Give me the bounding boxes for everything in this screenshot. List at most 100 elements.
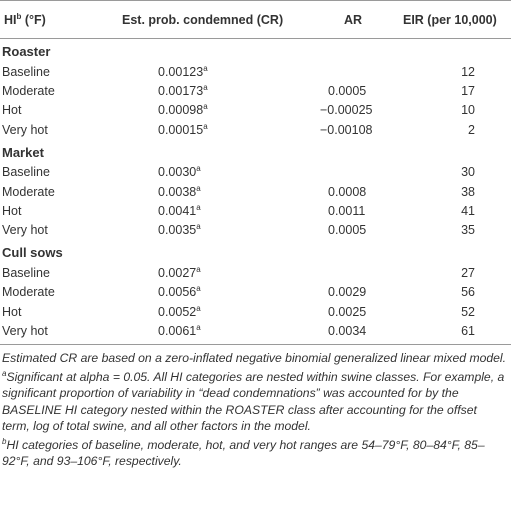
cr-value: 0.0027 bbox=[158, 265, 197, 280]
cr-cell: 0.0061a bbox=[110, 321, 292, 345]
cr-value: 0.0061 bbox=[158, 323, 197, 338]
table-row: Hot 0.00098a −0.00025 10 bbox=[0, 101, 511, 120]
cr-cell: 0.0035a bbox=[110, 221, 292, 240]
significance-marker: a bbox=[196, 203, 201, 213]
cr-cell: 0.0056a bbox=[110, 283, 292, 302]
group-row: Market bbox=[0, 140, 511, 163]
hi-category-cell: Moderate bbox=[2, 184, 55, 199]
table-row: Moderate 0.0056a 0.0029 56 bbox=[0, 283, 511, 302]
significance-marker: a bbox=[203, 63, 208, 73]
eir-cell: 27 bbox=[461, 265, 475, 280]
eir-cell: 30 bbox=[461, 165, 475, 180]
significance-marker: a bbox=[196, 264, 201, 274]
group-label: Market bbox=[2, 144, 44, 160]
group-label: Cull sows bbox=[2, 245, 63, 261]
table-body: Roaster Baseline 0.00123a 12 Moderate 0.00173… bbox=[0, 39, 511, 345]
footnote-a: aSignificant at alpha = 0.05. All HI cat… bbox=[2, 369, 505, 433]
hi-category-cell: Moderate bbox=[2, 84, 55, 99]
cr-value: 0.00015 bbox=[158, 122, 204, 137]
hi-category-cell: Baseline bbox=[2, 64, 50, 79]
eir-cell: 38 bbox=[461, 184, 475, 199]
cr-value: 0.00098 bbox=[158, 103, 204, 118]
significance-marker: a bbox=[203, 83, 208, 93]
cr-value: 0.0030 bbox=[158, 165, 197, 180]
cr-cell: 0.0038a bbox=[110, 182, 292, 201]
significance-marker: a bbox=[196, 183, 201, 193]
cr-value: 0.0052 bbox=[158, 304, 197, 319]
table-row: Very hot 0.0035a 0.0005 35 bbox=[0, 221, 511, 240]
header-eir: EIR (per 10,000) bbox=[395, 0, 511, 39]
table-row: Very hot 0.0061a 0.0034 61 bbox=[0, 321, 511, 345]
footnote-b: bHI categories of baseline, moderate, ho… bbox=[2, 437, 485, 469]
eir-cell: 35 bbox=[461, 223, 475, 238]
cr-cell: 0.00098a bbox=[110, 101, 292, 120]
cr-value: 0.00173 bbox=[158, 84, 204, 99]
hi-category-cell: Hot bbox=[2, 103, 22, 118]
group-row: Roaster bbox=[0, 39, 511, 63]
significance-marker: a bbox=[196, 322, 201, 332]
cr-cell: 0.0041a bbox=[110, 201, 292, 220]
eir-cell: 12 bbox=[461, 64, 475, 79]
eir-cell: 56 bbox=[461, 285, 475, 300]
ar-cell: −0.00025 bbox=[320, 103, 373, 118]
eir-cell: 17 bbox=[461, 84, 475, 99]
cr-cell: 0.00123a bbox=[110, 62, 292, 81]
cr-cell: 0.00015a bbox=[110, 120, 292, 139]
footnote-estimated: Estimated CR are based on a zero-inflate… bbox=[2, 351, 507, 365]
hi-category-cell: Moderate bbox=[2, 285, 55, 300]
significance-marker: a bbox=[196, 164, 201, 174]
table-row: Hot 0.0041a 0.0011 41 bbox=[0, 201, 511, 220]
eir-cell: 52 bbox=[461, 304, 475, 319]
ar-cell bbox=[292, 62, 395, 81]
hi-category-cell: Hot bbox=[2, 304, 22, 319]
table-row: Hot 0.0052a 0.0025 52 bbox=[0, 302, 511, 321]
ar-cell: 0.0005 bbox=[328, 84, 367, 99]
table-row: Moderate 0.0038a 0.0008 38 bbox=[0, 182, 511, 201]
hi-category-cell: Very hot bbox=[2, 223, 48, 238]
cr-cell: 0.0030a bbox=[110, 163, 292, 182]
ar-cell: 0.0011 bbox=[328, 204, 366, 219]
table-row: Moderate 0.00173a 0.0005 17 bbox=[0, 81, 511, 100]
ar-cell bbox=[292, 263, 395, 282]
ar-cell: 0.0025 bbox=[328, 304, 367, 319]
table-row: Very hot 0.00015a −0.00108 2 bbox=[0, 120, 511, 139]
cr-value: 0.0035 bbox=[158, 223, 197, 238]
significance-marker: a bbox=[196, 284, 201, 294]
hi-category-cell: Hot bbox=[2, 204, 22, 219]
cr-cell: 0.0027a bbox=[110, 263, 292, 282]
eir-cell: 2 bbox=[468, 122, 475, 137]
eir-cell: 10 bbox=[461, 103, 475, 118]
cr-value: 0.0056 bbox=[158, 285, 197, 300]
ar-cell: 0.0034 bbox=[292, 321, 395, 345]
header-ar: AR bbox=[292, 0, 395, 39]
ar-cell: 0.0029 bbox=[328, 285, 367, 300]
ar-cell: 0.0005 bbox=[328, 223, 367, 238]
ar-cell: 0.0008 bbox=[328, 184, 367, 199]
group-label: Roaster bbox=[2, 44, 51, 59]
ar-cell: −0.00108 bbox=[320, 122, 373, 137]
table-footnotes: Estimated CR are based on a zero-inflate… bbox=[2, 350, 507, 472]
cr-value: 0.0038 bbox=[158, 184, 197, 199]
significance-marker: a bbox=[196, 303, 201, 313]
header-hi: HIb (°F) bbox=[0, 0, 110, 39]
table-row: Baseline 0.0027a 27 bbox=[0, 263, 511, 282]
cr-cell: 0.0052a bbox=[110, 302, 292, 321]
header-row: HIb (°F) Est. prob. condemned (CR) AR EI… bbox=[0, 0, 511, 39]
hi-category-cell: Very hot bbox=[2, 122, 48, 137]
group-row: Cull sows bbox=[0, 240, 511, 263]
eir-cell: 41 bbox=[461, 204, 475, 219]
cr-value: 0.0041 bbox=[158, 204, 197, 219]
cr-value: 0.00123 bbox=[158, 64, 204, 79]
hi-category-cell: Baseline bbox=[2, 165, 50, 180]
table-row: Baseline 0.0030a 30 bbox=[0, 163, 511, 182]
header-cr: Est. prob. condemned (CR) bbox=[110, 0, 292, 39]
significance-marker: a bbox=[203, 121, 208, 131]
hi-category-cell: Very hot bbox=[0, 321, 110, 345]
cr-cell: 0.00173a bbox=[110, 81, 292, 100]
hi-category-cell: Baseline bbox=[2, 265, 50, 280]
significance-marker: a bbox=[203, 102, 208, 112]
eir-cell: 61 bbox=[395, 321, 511, 345]
table-row: Baseline 0.00123a 12 bbox=[0, 62, 511, 81]
condemnation-table: HIb (°F) Est. prob. condemned (CR) AR EI… bbox=[0, 0, 511, 345]
